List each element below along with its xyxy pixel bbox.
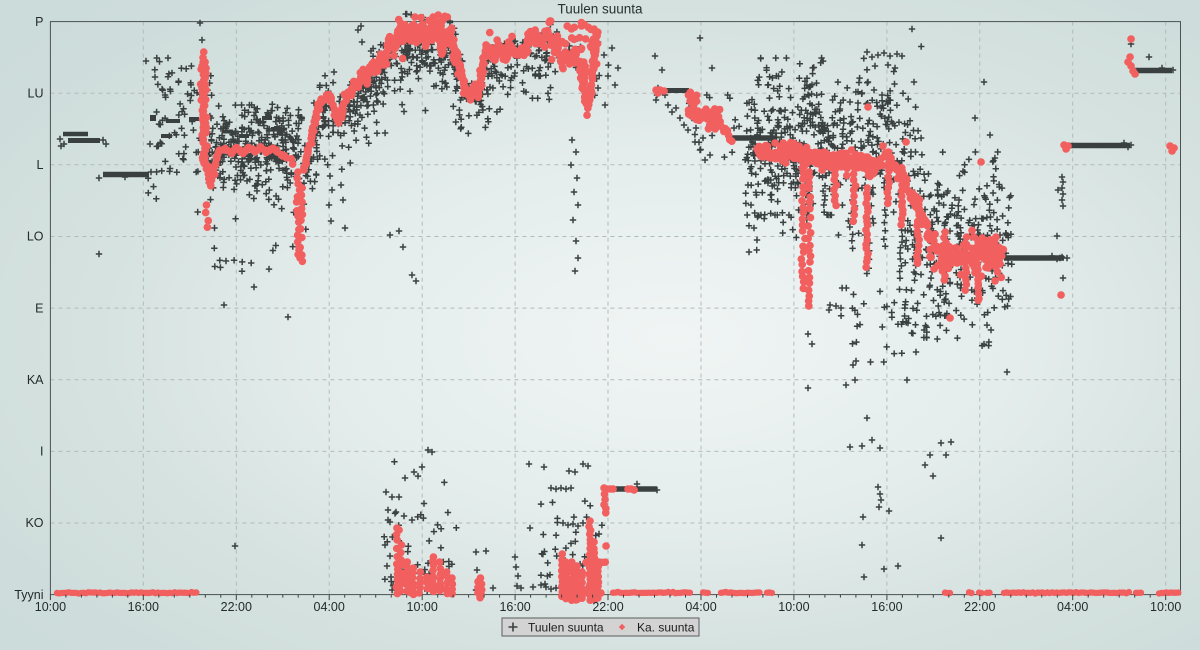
svg-text:P: P [35, 15, 43, 29]
svg-text:04:00: 04:00 [314, 600, 345, 614]
svg-text:10:00: 10:00 [407, 600, 438, 614]
svg-text:10:00: 10:00 [1150, 600, 1181, 614]
svg-text:Tuulen suunta: Tuulen suunta [557, 2, 643, 17]
svg-text:04:00: 04:00 [685, 600, 716, 614]
svg-text:22:00: 22:00 [221, 600, 252, 614]
svg-text:16:00: 16:00 [871, 600, 902, 614]
svg-text:LO: LO [27, 230, 44, 244]
svg-text:E: E [35, 301, 43, 315]
svg-text:10:00: 10:00 [35, 600, 66, 614]
svg-text:22:00: 22:00 [964, 600, 995, 614]
svg-text:Tyyni: Tyyni [14, 588, 43, 602]
svg-text:LU: LU [28, 86, 44, 100]
svg-text:KA: KA [27, 373, 44, 387]
svg-text:L: L [37, 158, 44, 172]
svg-text:KO: KO [25, 516, 43, 530]
svg-text:I: I [40, 445, 43, 459]
svg-text:22:00: 22:00 [592, 600, 623, 614]
svg-text:16:00: 16:00 [499, 600, 530, 614]
svg-text:16:00: 16:00 [128, 600, 159, 614]
svg-text:04:00: 04:00 [1057, 600, 1088, 614]
svg-text:Ka. suunta: Ka. suunta [637, 621, 695, 635]
svg-text:10:00: 10:00 [778, 600, 809, 614]
svg-text:Tuulen suunta: Tuulen suunta [528, 621, 604, 635]
